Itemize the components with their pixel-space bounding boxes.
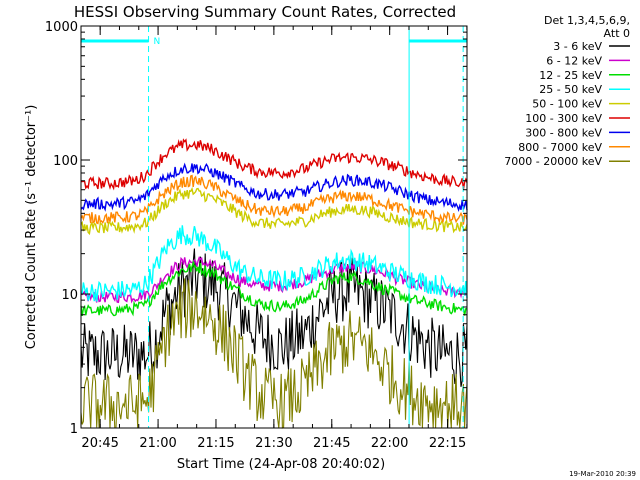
- legend-label: 25 - 50 keV: [539, 83, 602, 96]
- night-marker-label: N: [154, 37, 161, 47]
- series-line-8: [80, 278, 468, 429]
- series-line-7: [80, 174, 468, 225]
- legend-label: 100 - 300 keV: [525, 112, 602, 125]
- x-tick-label: 20:45: [81, 436, 118, 451]
- series-line-3: [80, 225, 468, 302]
- night-annotations: N: [81, 26, 467, 428]
- y-tick-label: 1: [70, 422, 78, 437]
- x-axis-label: Start Time (24-Apr-08 20:40:02): [177, 457, 385, 472]
- x-tick-label: 22:15: [429, 436, 466, 451]
- axis-ticks: 1 10 100 1000 20:45 21:00 21:15 21:30 21:45 22:00…: [45, 20, 468, 451]
- legend-label: 3 - 6 keV: [553, 40, 602, 53]
- x-tick-label: 21:00: [139, 436, 176, 451]
- series-line-4: [80, 186, 468, 236]
- x-tick-label: 21:15: [197, 436, 234, 451]
- legend-label: 50 - 100 keV: [532, 98, 602, 111]
- legend-label: 12 - 25 keV: [539, 69, 602, 82]
- x-tick-label: 21:45: [313, 436, 350, 451]
- legend-label: 800 - 7000 keV: [518, 141, 602, 154]
- y-tick-label: 1000: [45, 20, 78, 35]
- legend-label: 300 - 800 keV: [525, 126, 602, 139]
- legend-header: Att 0: [604, 27, 630, 40]
- legend-label: 6 - 12 keV: [546, 54, 602, 67]
- series-line-0: [80, 248, 468, 387]
- y-tick-label: 10: [61, 288, 78, 303]
- x-tick-label: 22:00: [371, 436, 408, 451]
- y-axis-label: Corrected Count Rate (s⁻¹ detector⁻¹): [24, 105, 39, 350]
- series-line-5: [81, 138, 468, 191]
- series-line-6: [80, 162, 468, 213]
- y-tick-label: 100: [53, 154, 78, 169]
- footer-date: 19-Mar-2010 20:39: [569, 470, 636, 478]
- legend-label: 7000 - 20000 keV: [504, 155, 602, 168]
- chart-title: HESSI Observing Summary Count Rates, Cor…: [74, 3, 456, 21]
- series-layer: [80, 138, 468, 429]
- series-line-2: [80, 259, 468, 317]
- legend-header: Det 1,3,4,5,6,9,: [544, 14, 630, 27]
- x-tick-label: 21:30: [255, 436, 292, 451]
- series-line-1: [80, 256, 468, 304]
